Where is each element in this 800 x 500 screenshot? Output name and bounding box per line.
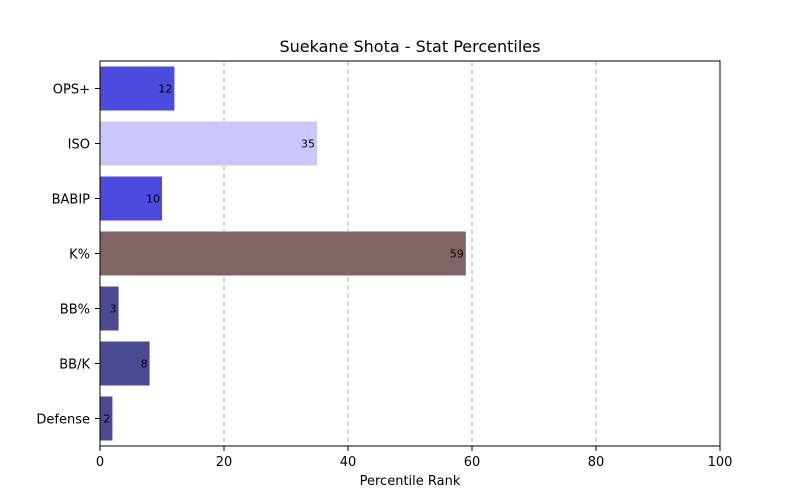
bar-value-label: 59 xyxy=(450,248,464,261)
y-tick-label: ISO xyxy=(68,138,90,153)
bar-value-label: 8 xyxy=(141,358,148,371)
x-tick-label: 20 xyxy=(216,455,233,470)
x-tick-label: 0 xyxy=(96,455,104,470)
y-tick-label: K% xyxy=(69,248,90,263)
x-axis-label: Percentile Rank xyxy=(360,474,461,489)
y-tick-label: OPS+ xyxy=(53,83,90,98)
bar-value-label: 35 xyxy=(301,138,315,151)
x-tick-label: 40 xyxy=(340,455,357,470)
bar-value-label: 12 xyxy=(158,83,172,96)
y-tick-label: Defense xyxy=(36,413,90,428)
bar-value-label: 10 xyxy=(146,193,160,206)
bar-iso xyxy=(100,122,317,166)
y-tick-label: BB/K xyxy=(59,358,90,373)
x-axis: 0 20 40 60 80 100 xyxy=(96,446,733,470)
bar-k xyxy=(100,232,466,276)
x-tick-label: 100 xyxy=(708,455,733,470)
x-tick-label: 60 xyxy=(464,455,481,470)
x-tick-label: 80 xyxy=(588,455,605,470)
y-tick-label: BABIP xyxy=(52,193,91,208)
chart-title: Suekane Shota - Stat Percentiles xyxy=(280,37,541,56)
y-axis: OPS+ ISO BABIP K% BB% BB/K Defense xyxy=(36,83,100,428)
bars: 12 35 10 59 3 8 2 xyxy=(100,67,466,441)
bar-value-label: 3 xyxy=(110,303,117,316)
bar-value-label: 2 xyxy=(103,413,110,426)
y-tick-label: BB% xyxy=(60,303,90,318)
